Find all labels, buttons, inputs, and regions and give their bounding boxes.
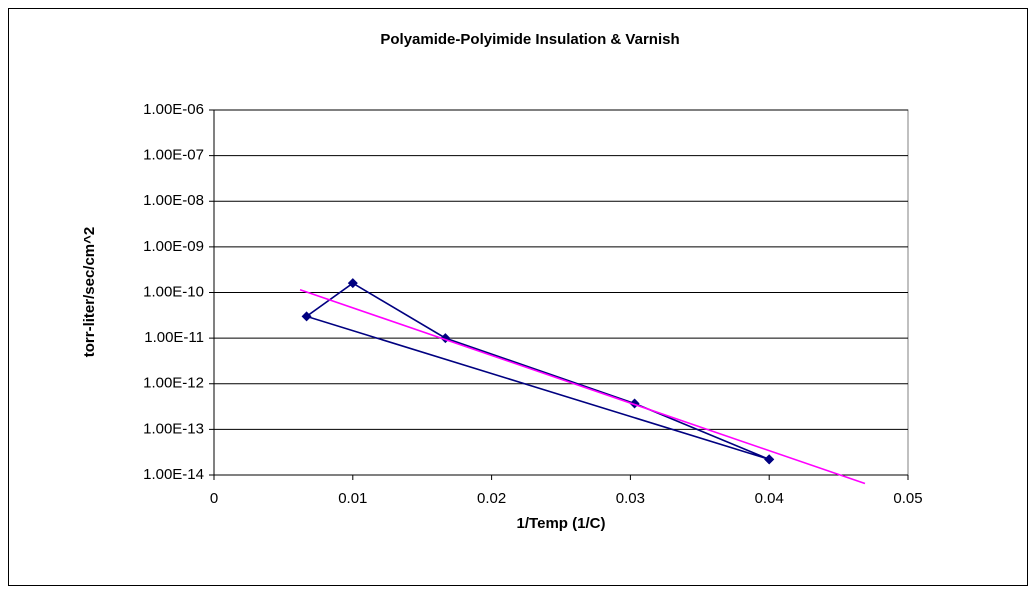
x-axis-label: 1/Temp (1/C) xyxy=(517,515,606,532)
data-point xyxy=(347,278,358,289)
y-tick-label: 1.00E-12 xyxy=(143,375,204,392)
x-tick-label: 0.03 xyxy=(616,490,645,507)
y-tick-label: 1.00E-13 xyxy=(143,420,204,437)
x-tick-label: 0.05 xyxy=(893,490,922,507)
y-tick-label: 1.00E-08 xyxy=(143,192,204,209)
y-tick-label: 1.00E-11 xyxy=(144,329,204,346)
y-tick-label: 1.00E-14 xyxy=(143,466,204,483)
chart-title: Polyamide-Polyimide Insulation & Varnish xyxy=(380,31,679,48)
series-line xyxy=(299,288,866,485)
x-tick-label: 0.02 xyxy=(477,490,506,507)
x-tick-label: 0.01 xyxy=(338,490,367,507)
data-point xyxy=(764,454,775,465)
y-tick-label: 1.00E-10 xyxy=(143,283,204,300)
y-axis-label: torr-liter/sec/cm^2 xyxy=(81,227,98,357)
data-point xyxy=(301,311,312,322)
y-tick-label: 1.00E-07 xyxy=(143,147,204,164)
x-tick-label: 0.04 xyxy=(755,490,784,507)
y-tick-label: 1.00E-09 xyxy=(143,238,204,255)
y-tick-label: 1.00E-06 xyxy=(143,101,204,118)
x-tick-label: 0 xyxy=(210,490,218,507)
